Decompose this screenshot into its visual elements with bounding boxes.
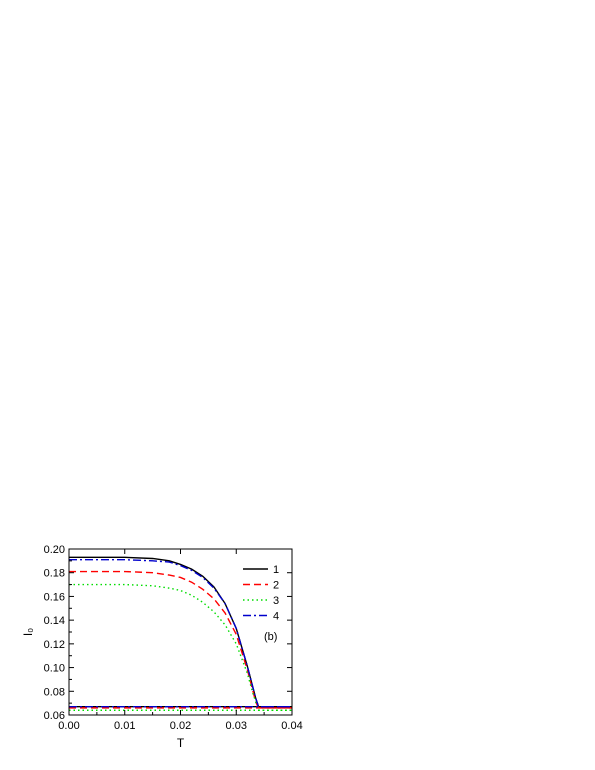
- x-tick-label: 0.04: [281, 720, 302, 732]
- series-line-1: [69, 556, 292, 708]
- x-tick-label: 0.01: [114, 720, 135, 732]
- legend: 1 2 3 4: [243, 564, 279, 623]
- plot-area: [69, 556, 292, 711]
- panel-annotation: (b): [264, 631, 277, 643]
- legend-label-2: 2: [273, 580, 279, 592]
- y-tick-label: 0.10: [44, 663, 65, 675]
- y-tick-label: 0.06: [44, 710, 65, 722]
- x-tick-label: 0.02: [170, 720, 191, 732]
- y-tick-label: 0.20: [44, 544, 65, 556]
- series-line-4: [69, 558, 292, 708]
- legend-label-4: 4: [273, 611, 279, 623]
- x-axis-title: T: [177, 736, 185, 750]
- axis-ticks: 0.00 0.01 0.02 0.03 0.04 0.06 0.08 0.10 0.12 0.14…: [44, 544, 303, 732]
- series-line-3: [69, 583, 292, 711]
- legend-label-1: 1: [273, 564, 279, 576]
- x-tick-label: 0.03: [226, 720, 247, 732]
- y-tick-label: 0.14: [44, 615, 65, 627]
- y-tick-label: 0.08: [44, 686, 65, 698]
- series-line-2: [69, 570, 292, 709]
- legend-label-3: 3: [273, 595, 279, 607]
- y-tick-label: 0.12: [44, 639, 65, 651]
- y-tick-label: 0.18: [44, 568, 65, 580]
- x-tick-label: 0.00: [58, 720, 79, 732]
- plot-frame: [68, 548, 293, 716]
- y-tick-label: 0.16: [44, 591, 65, 603]
- y-axis-title: I₀: [21, 628, 35, 636]
